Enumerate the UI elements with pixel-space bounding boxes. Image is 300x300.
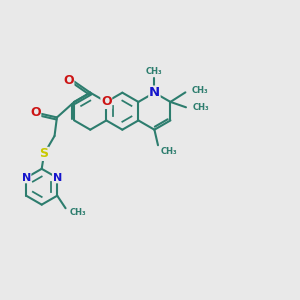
Text: N: N xyxy=(149,86,160,99)
Text: O: O xyxy=(63,74,74,87)
Text: O: O xyxy=(30,106,41,119)
Text: CH₃: CH₃ xyxy=(192,86,208,95)
Text: CH₃: CH₃ xyxy=(193,103,209,112)
Text: O: O xyxy=(101,95,112,108)
Text: CH₃: CH₃ xyxy=(146,67,163,76)
Text: N: N xyxy=(22,173,31,183)
Text: S: S xyxy=(40,147,49,161)
Text: CH₃: CH₃ xyxy=(69,208,86,217)
Text: N: N xyxy=(52,173,62,183)
Text: CH₃: CH₃ xyxy=(160,147,177,156)
